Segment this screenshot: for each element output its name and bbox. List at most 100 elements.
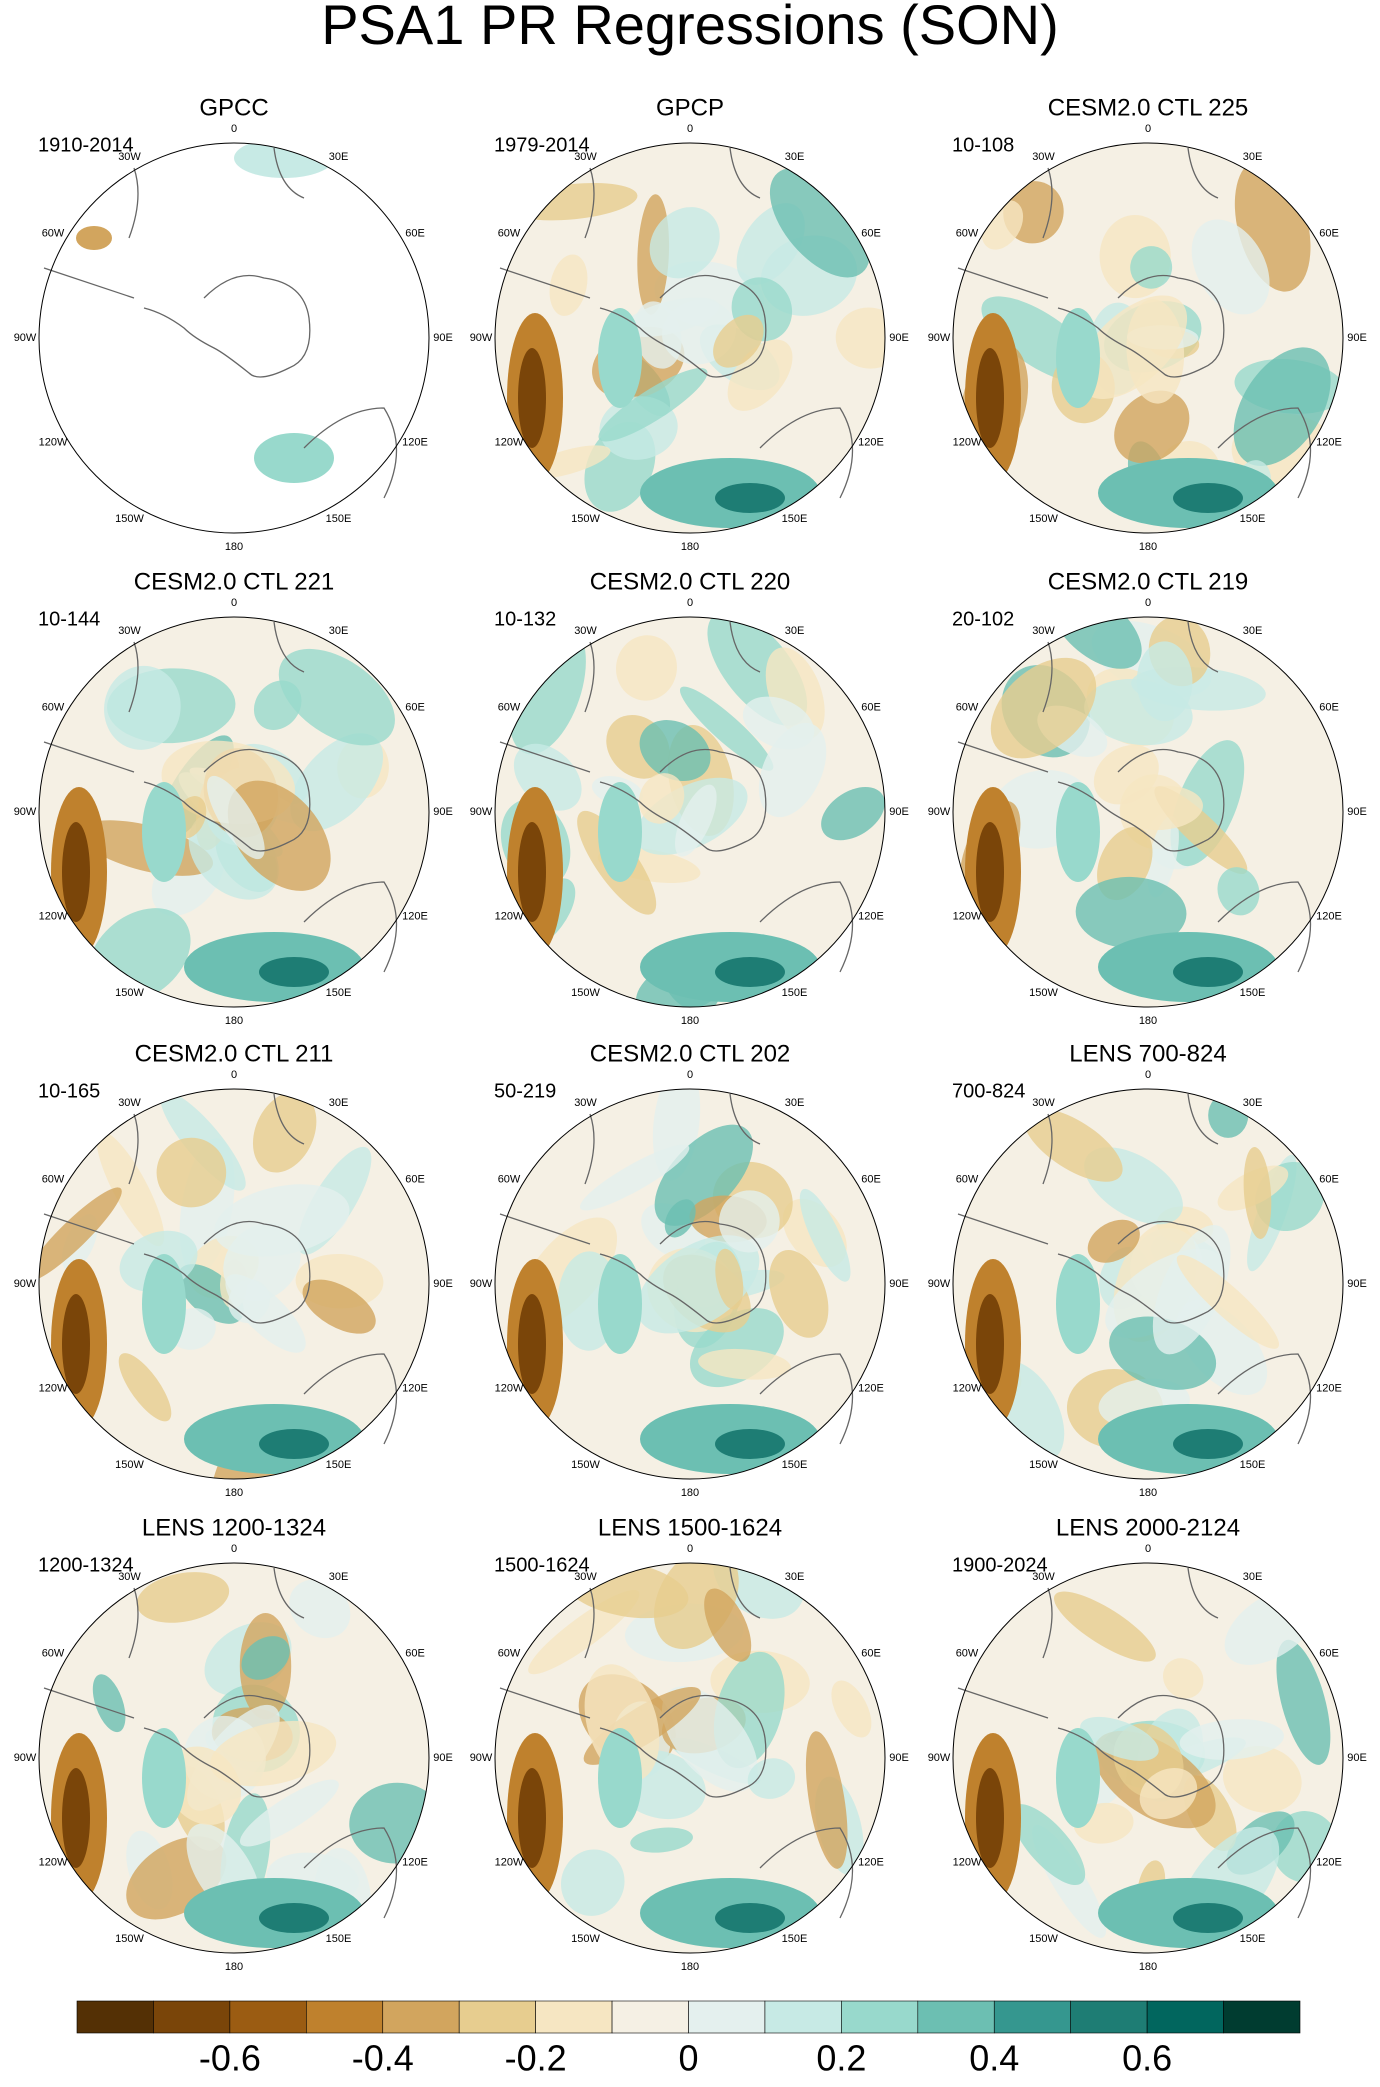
blob (698, 1348, 791, 1380)
lon-label: 120W (953, 910, 982, 922)
lon-label: 30E (329, 625, 349, 637)
lon-label: 120W (953, 1382, 982, 1394)
blob (228, 1279, 270, 1323)
lon-label: 90E (433, 1278, 453, 1290)
lon-label: 60E (1319, 227, 1339, 239)
blob (1056, 308, 1100, 408)
lon-label: 120W (39, 1382, 68, 1394)
lon-label: 60E (861, 1173, 881, 1185)
lon-label: 30E (1243, 625, 1263, 637)
blob (259, 1903, 329, 1933)
blob (1130, 246, 1173, 289)
blob (39, 1187, 122, 1282)
blob (715, 957, 785, 987)
panel-subtitle: 10-108 (952, 134, 1014, 156)
lon-label: 60W (42, 1173, 65, 1185)
blob (254, 433, 334, 483)
lon-label: 60W (956, 1173, 979, 1185)
lon-label: 30E (785, 1097, 805, 1109)
lon-label: 150W (1029, 987, 1058, 999)
map-border (952, 616, 1344, 1008)
lon-label: 90W (928, 1752, 951, 1764)
panel-subtitle: 10-144 (38, 608, 100, 630)
blob (1050, 617, 1142, 669)
blob (549, 254, 588, 316)
lon-label: 120W (495, 910, 524, 922)
lon-label: 150E (782, 513, 808, 525)
colorbar-bin (611, 2000, 689, 2034)
lon-label: 90W (928, 332, 951, 344)
map-bg (39, 143, 429, 533)
colorbar-label: -0.6 (199, 2038, 261, 2079)
map-panel: CESM2.0 CTL 220 10-132 0 30E 60E 90E 120E 150E 1… (470, 568, 909, 1027)
blob (799, 1188, 851, 1282)
blob (142, 1254, 186, 1354)
map-field (953, 1089, 1343, 1479)
coastline (43, 147, 398, 499)
lon-label: 0 (231, 1543, 237, 1555)
lon-label: 30E (1243, 1571, 1263, 1583)
blob (259, 1429, 329, 1459)
blob (639, 720, 711, 782)
lon-label: 30W (574, 625, 597, 637)
lon-label: 0 (231, 597, 237, 609)
lon-label: 90W (928, 1278, 951, 1290)
lon-label: 30E (1243, 1097, 1263, 1109)
lon-label: 30W (118, 625, 141, 637)
lon-label: 120E (858, 1856, 884, 1868)
blob (518, 1768, 546, 1868)
blob (62, 822, 90, 922)
lon-label: 60W (498, 701, 521, 713)
blob (1147, 815, 1179, 898)
panel-title: CESM2.0 CTL 225 (1048, 94, 1249, 121)
lon-label: 90E (889, 1278, 909, 1290)
blob (92, 1674, 126, 1733)
lon-label: 60E (1319, 1173, 1339, 1185)
lon-label: 120W (495, 436, 524, 448)
blob (835, 307, 885, 369)
lon-label: 90E (1347, 332, 1367, 344)
panel-subtitle: 1500-1624 (494, 1554, 590, 1576)
lon-label: 30E (329, 151, 349, 163)
lon-label: 90E (433, 332, 453, 344)
colorbar-bin (382, 2000, 460, 2034)
lon-label: 150W (1029, 513, 1058, 525)
lon-label: 150E (1240, 1459, 1266, 1471)
blob (1053, 1591, 1156, 1662)
map-border (38, 142, 430, 534)
blob (579, 1144, 690, 1211)
coastline (957, 621, 1312, 973)
blob (598, 1728, 642, 1828)
lon-label: 90W (14, 332, 37, 344)
lon-label: 0 (687, 1543, 693, 1555)
colorbar-label: 0.2 (816, 2038, 866, 2079)
blob (1136, 641, 1193, 722)
map-panel: CESM2.0 CTL 202 50-219 0 30E 60E 90E 120E 150E 1… (470, 1040, 909, 1499)
blob (76, 226, 112, 250)
lon-label: 90W (928, 806, 951, 818)
blob (560, 1849, 625, 1916)
panel-title: LENS 700-824 (1069, 1040, 1226, 1067)
blob (1056, 1728, 1100, 1828)
blob (156, 1137, 227, 1208)
lon-label: 0 (687, 1069, 693, 1081)
coastline (499, 621, 854, 973)
map-panel: LENS 1500-1624 1500-1624 0 30E 60E 90E 120E 150… (470, 1514, 909, 1973)
map-border (494, 1562, 886, 1954)
lon-label: 150E (782, 987, 808, 999)
lon-label: 120E (1316, 1382, 1342, 1394)
panel-subtitle: 700-824 (952, 1080, 1025, 1102)
blob (598, 1254, 642, 1354)
panel-title: LENS 1500-1624 (598, 1514, 782, 1541)
blob (518, 822, 546, 922)
lon-label: 60E (861, 701, 881, 713)
coastline (499, 147, 854, 499)
colorbar-bin (841, 2000, 919, 2034)
map-field (39, 617, 429, 1007)
map-field (495, 1089, 885, 1479)
lon-label: 180 (681, 1015, 699, 1027)
map-border (494, 142, 886, 534)
blob (177, 1264, 244, 1324)
blob (1023, 1108, 1123, 1182)
lon-label: 120E (402, 910, 428, 922)
